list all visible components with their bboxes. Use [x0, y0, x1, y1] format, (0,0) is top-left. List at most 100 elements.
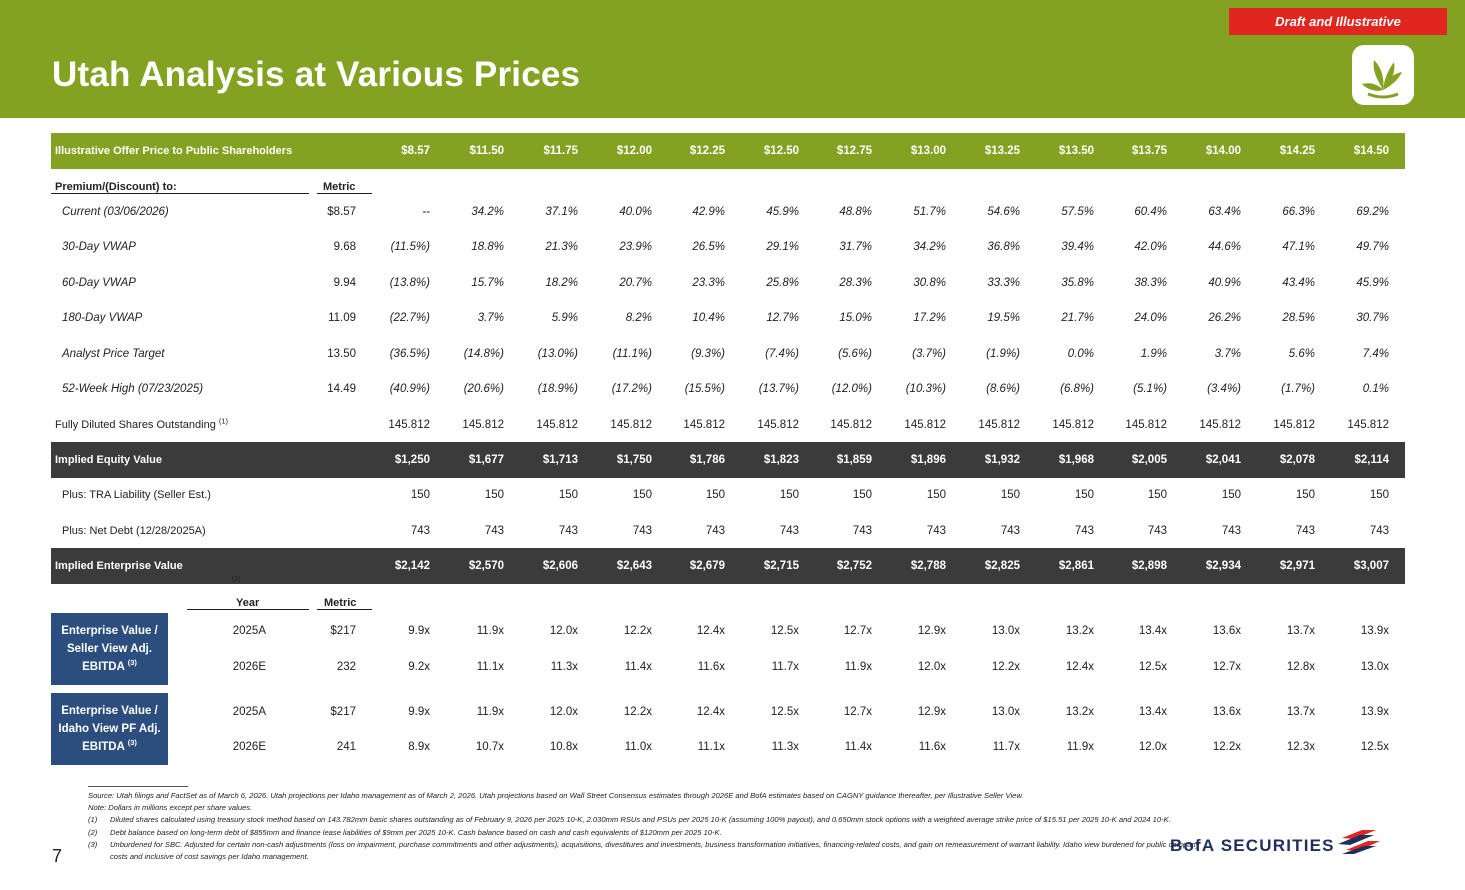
ev-idaho-ebitda-box: Enterprise Value / Idaho View PF Adj. EB…	[51, 693, 168, 765]
premium-cell: 44.6%	[1208, 241, 1241, 253]
premium-cell: 49.7%	[1356, 241, 1389, 253]
premium-row-metric: 9.68	[333, 241, 356, 253]
premium-row-metric: 14.49	[327, 383, 356, 395]
premium-cell: 20.7%	[619, 277, 652, 289]
multiple-metric: $217	[330, 706, 356, 718]
ev-cell: $2,715	[763, 560, 799, 572]
premium-header-underline	[51, 193, 309, 194]
ev-cell: $2,971	[1279, 560, 1315, 572]
offer-price-cell: $12.25	[689, 145, 725, 157]
premium-cell: 66.3%	[1282, 206, 1315, 218]
premium-cell: 48.8%	[839, 206, 872, 218]
premium-cell: (9.3%)	[691, 348, 725, 360]
equity-value-row	[51, 442, 1405, 478]
net-debt-cell: 743	[484, 525, 504, 537]
tra-cell: 150	[779, 489, 799, 501]
premium-cell: 30.8%	[913, 277, 946, 289]
premium-cell: 43.4%	[1282, 277, 1315, 289]
premium-cell: 40.9%	[1208, 277, 1241, 289]
ev-cell: $2,570	[468, 560, 504, 572]
enterprise-value-row	[51, 548, 1405, 584]
premium-cell: 21.7%	[1061, 312, 1094, 324]
ev-footnote-mark: (2)	[232, 576, 241, 583]
multiple-cell: 9.2x	[408, 661, 430, 673]
offer-price-cell: $14.00	[1205, 145, 1241, 157]
multiple-cell: 13.0x	[991, 625, 1020, 637]
offer-price-cell: $14.25	[1279, 145, 1315, 157]
multiple-cell: 13.0x	[991, 706, 1020, 718]
premium-cell: 1.9%	[1140, 348, 1167, 360]
premium-cell: 33.3%	[987, 277, 1020, 289]
multiple-cell: 13.6x	[1212, 706, 1241, 718]
net-debt-cell: 743	[926, 525, 946, 537]
premium-cell: 25.8%	[766, 277, 799, 289]
shares-cell: 145.812	[388, 419, 430, 431]
multiple-cell: 12.5x	[770, 625, 799, 637]
shares-cell: 145.812	[1052, 419, 1094, 431]
multiple-cell: 12.2x	[991, 661, 1020, 673]
multiple-cell: 11.9x	[1066, 741, 1094, 753]
multiple-cell: 12.5x	[1360, 741, 1389, 753]
shares-cell: 145.812	[683, 419, 725, 431]
net-debt-label: Plus: Net Debt (12/28/2025A)	[62, 525, 206, 537]
premium-cell: 26.5%	[692, 241, 725, 253]
footnotes: Source: Utah filings and FactSet as of M…	[88, 790, 1208, 863]
premium-cell: (17.2%)	[611, 383, 652, 395]
offer-price-cell: $11.50	[469, 145, 504, 157]
multiple-cell: 12.4x	[696, 625, 725, 637]
premium-row-label: 180-Day VWAP	[62, 312, 143, 324]
multiple-cell: 13.9x	[1360, 706, 1389, 718]
premium-cell: 19.5%	[987, 312, 1020, 324]
footnote-1: (1) Diluted shares calculated using treas…	[88, 815, 1171, 825]
equity-cell: $1,968	[1058, 454, 1094, 466]
offer-price-cell: $13.25	[984, 145, 1020, 157]
premium-cell: 23.3%	[692, 277, 725, 289]
offer-price-row	[51, 133, 1405, 169]
equity-cell: $1,677	[468, 454, 504, 466]
multiple-cell: 12.0x	[549, 706, 578, 718]
premium-cell: (1.9%)	[986, 348, 1020, 360]
multiple-cell: 13.7x	[1286, 706, 1315, 718]
header-banner	[0, 0, 1465, 118]
premium-cell: 69.2%	[1356, 206, 1389, 218]
premium-row-label: 52-Week High (07/23/2025)	[62, 383, 204, 395]
premium-cell: 60.4%	[1134, 206, 1167, 218]
equity-cell: $1,859	[836, 454, 872, 466]
page-title: Utah Analysis at Various Prices	[52, 55, 581, 94]
multiple-cell: 12.0x	[1138, 741, 1167, 753]
premium-cell: (12.0%)	[831, 383, 872, 395]
multiple-cell: 12.2x	[1212, 741, 1241, 753]
premium-cell: 3.7%	[477, 312, 504, 324]
multiple-cell: 12.3x	[1286, 741, 1315, 753]
offer-price-cell: $8.57	[401, 145, 430, 157]
multiple-cell: 11.4x	[844, 741, 872, 753]
multiple-cell: 10.7x	[475, 741, 504, 753]
premium-cell: --	[422, 206, 430, 218]
net-debt-cell: 743	[1369, 525, 1389, 537]
tra-cell: 150	[1221, 489, 1241, 501]
footnote-rule	[88, 786, 188, 787]
premium-cell: (11.5%)	[390, 241, 430, 253]
multiple-cell: 11.9x	[476, 625, 504, 637]
shares-cell: 145.812	[1347, 419, 1389, 431]
metric-header-underline	[317, 193, 372, 194]
multiples-metric-underline	[317, 609, 372, 610]
multiple-cell: 13.6x	[1212, 625, 1241, 637]
multiple-cell: 12.4x	[1065, 661, 1094, 673]
shares-cell: 145.812	[610, 419, 652, 431]
tra-cell: 150	[705, 489, 725, 501]
company-logo	[1352, 45, 1414, 105]
multiple-cell: 9.9x	[408, 625, 430, 637]
multiple-cell: 12.9x	[917, 706, 946, 718]
premium-cell: 36.8%	[987, 241, 1020, 253]
equity-cell: $1,750	[616, 454, 652, 466]
tra-cell: 150	[558, 489, 578, 501]
equity-cell: $1,786	[689, 454, 725, 466]
multiple-cell: 11.4x	[624, 661, 652, 673]
ev-cell: $2,898	[1131, 560, 1167, 572]
premium-row-label: 30-Day VWAP	[62, 241, 136, 253]
premium-row-label: Current (03/06/2026)	[62, 206, 169, 218]
draft-badge: Draft and Illustrative	[1229, 8, 1447, 35]
net-debt-cell: 743	[1147, 525, 1167, 537]
premium-row-metric: 13.50	[327, 348, 356, 360]
